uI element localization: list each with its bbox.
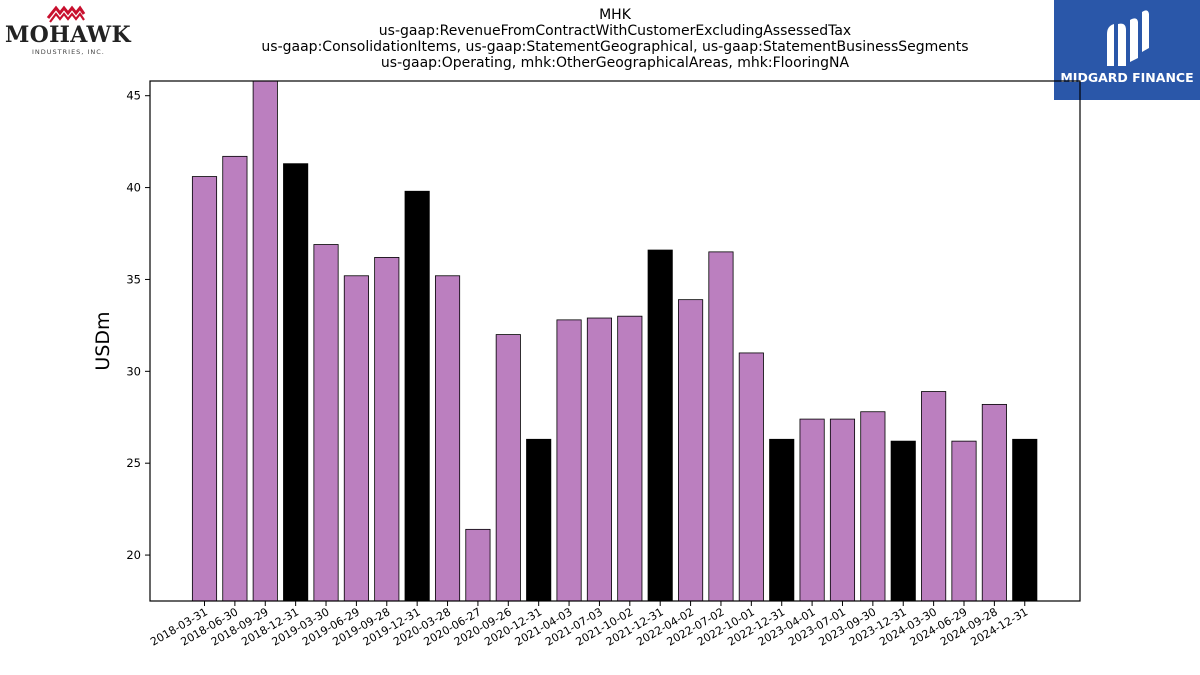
midgard-mark-icon <box>1107 10 1149 67</box>
bar-2020-03-28 <box>434 275 461 602</box>
bar-2019-06-29 <box>343 275 369 602</box>
bar-2022-10-01 <box>738 352 764 602</box>
title-line-concept: us-gaap:RevenueFromContractWithCustomerE… <box>378 23 852 39</box>
bar-2019-09-28 <box>374 256 400 602</box>
bar-2024-03-30 <box>921 391 947 602</box>
bar-2019-03-30 <box>313 244 339 602</box>
midgard-finance-logo: MIDGARD FINANCE <box>1054 0 1200 100</box>
x-axis: 2018-03-312018-06-302018-09-292018-12-31… <box>148 601 1030 649</box>
bar-2019-12-31 <box>404 190 430 602</box>
title-line-ticker: MHK <box>599 7 631 23</box>
y-tick-label: 40 <box>126 181 141 195</box>
bar-2023-09-30 <box>860 411 886 602</box>
bar-2023-07-01 <box>829 418 856 602</box>
bar-2018-12-31 <box>283 163 309 602</box>
y-tick-label: 35 <box>126 272 141 286</box>
bar-2021-04-03 <box>556 319 582 602</box>
y-tick-label: 45 <box>126 89 141 103</box>
bar-2024-06-29 <box>951 440 977 602</box>
bar-2021-12-31 <box>647 249 673 602</box>
y-tick-label: 25 <box>126 456 141 470</box>
mohawk-wordmark: MOHAWK <box>5 22 131 48</box>
midgard-wordmark: MIDGARD FINANCE <box>1060 70 1194 85</box>
bar-2022-07-02 <box>708 251 734 602</box>
y-tick-label: 30 <box>126 364 141 378</box>
bar-2018-06-30 <box>222 155 248 602</box>
mohawk-logo: MOHAWK INDUSTRIES, INC. <box>0 0 135 62</box>
bar-2021-10-02 <box>617 315 643 602</box>
bar-2018-03-31 <box>191 176 218 602</box>
mohawk-subtitle: INDUSTRIES, INC. <box>32 48 105 56</box>
plot-frame <box>149 80 1081 602</box>
bar-2018-09-29 <box>252 80 278 602</box>
bar-2021-07-03 <box>586 317 612 602</box>
bar-2020-12-31 <box>526 438 552 602</box>
bar-2023-04-01 <box>799 418 825 602</box>
title-line-axes: us-gaap:ConsolidationItems, us-gaap:Stat… <box>261 39 969 55</box>
bar-2020-09-26 <box>495 334 521 602</box>
bar-2020-06-27 <box>465 528 491 602</box>
bar-series <box>191 80 1038 602</box>
bar-2022-12-31 <box>769 438 795 602</box>
y-tick-label: 20 <box>126 548 141 562</box>
y-axis: 20 25 30 35 40 45 <box>126 89 150 562</box>
bar-2023-12-31 <box>890 440 916 602</box>
bar-2022-04-02 <box>678 299 704 602</box>
chart-title: MHK us-gaap:RevenueFromContractWithCusto… <box>240 7 990 71</box>
bar-2024-09-28 <box>981 403 1007 602</box>
title-line-members: us-gaap:Operating, mhk:OtherGeographical… <box>380 55 850 71</box>
mohawk-mark-icon <box>46 5 86 23</box>
bar-2024-12-31 <box>1012 438 1038 602</box>
y-axis-label: USDm <box>92 311 114 370</box>
